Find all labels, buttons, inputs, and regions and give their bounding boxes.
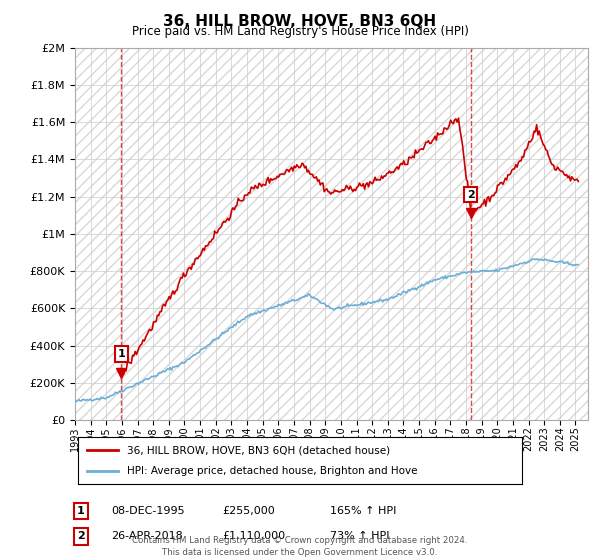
Text: 36, HILL BROW, HOVE, BN3 6QH (detached house): 36, HILL BROW, HOVE, BN3 6QH (detached h… <box>127 445 390 455</box>
Text: HPI: Average price, detached house, Brighton and Hove: HPI: Average price, detached house, Brig… <box>127 466 418 476</box>
Text: Price paid vs. HM Land Registry's House Price Index (HPI): Price paid vs. HM Land Registry's House … <box>131 25 469 38</box>
Text: £1,110,000: £1,110,000 <box>222 531 285 542</box>
Text: 08-DEC-1995: 08-DEC-1995 <box>111 506 185 516</box>
Text: £255,000: £255,000 <box>222 506 275 516</box>
Text: 2: 2 <box>467 190 475 200</box>
Text: 1: 1 <box>118 349 125 359</box>
Text: 165% ↑ HPI: 165% ↑ HPI <box>330 506 397 516</box>
Text: 73% ↑ HPI: 73% ↑ HPI <box>330 531 389 542</box>
Text: 1: 1 <box>77 506 85 516</box>
Text: 26-APR-2018: 26-APR-2018 <box>111 531 183 542</box>
Text: 36, HILL BROW, HOVE, BN3 6QH: 36, HILL BROW, HOVE, BN3 6QH <box>163 14 437 29</box>
Text: 2: 2 <box>77 531 85 542</box>
Text: Contains HM Land Registry data © Crown copyright and database right 2024.
This d: Contains HM Land Registry data © Crown c… <box>132 536 468 557</box>
